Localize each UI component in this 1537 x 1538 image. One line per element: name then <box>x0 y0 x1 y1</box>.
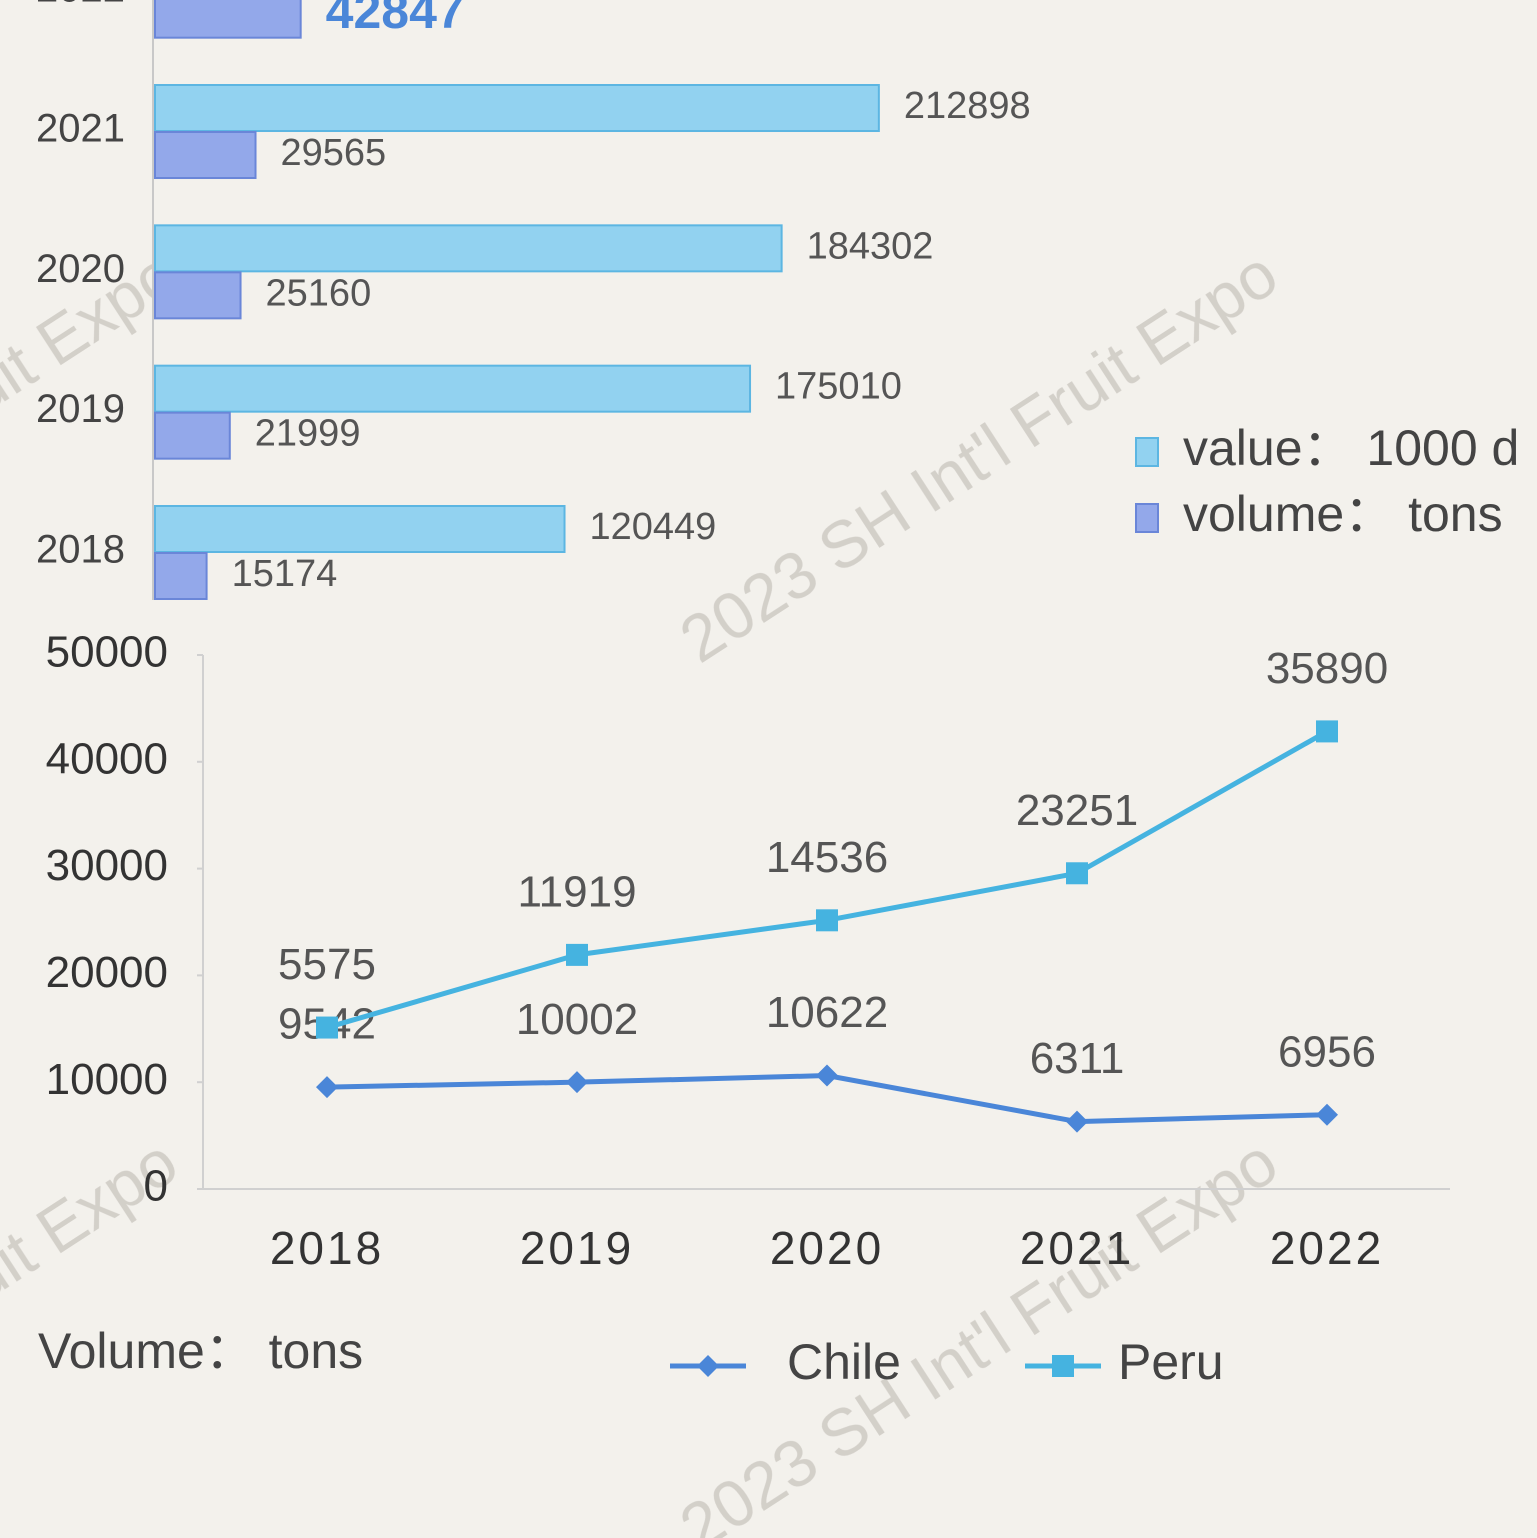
marker <box>316 1076 338 1099</box>
data-label: 42847 <box>326 0 465 39</box>
data-label: 21999 <box>255 413 361 455</box>
x-tick-label: 2019 <box>520 1222 634 1274</box>
x-tick-label: 2018 <box>270 1222 384 1274</box>
volume-unit-label: Volume： tons <box>38 1323 363 1379</box>
bar <box>154 84 880 133</box>
legend-label: Chile <box>787 1334 901 1390</box>
data-label: 14536 <box>766 833 888 882</box>
data-label: 212898 <box>904 85 1031 127</box>
marker <box>816 1064 838 1087</box>
data-label: 175010 <box>775 366 902 408</box>
legend-swatch <box>1135 503 1159 533</box>
y-tick-label: 10000 <box>46 1055 168 1104</box>
y-tick-label: 0 <box>144 1162 168 1211</box>
marker <box>697 1355 719 1377</box>
y-tick-label: 2022 <box>36 0 125 10</box>
bar <box>154 271 242 320</box>
x-tick-label: 2022 <box>1270 1222 1384 1274</box>
data-label: 15174 <box>232 553 338 595</box>
y-tick-label: 2020 <box>36 247 125 291</box>
marker <box>566 1071 588 1094</box>
y-tick-label: 30000 <box>46 841 168 890</box>
y-tick-label: 20000 <box>46 948 168 997</box>
bar <box>154 364 752 413</box>
data-label: 11919 <box>517 868 636 917</box>
data-label: 10622 <box>766 988 888 1037</box>
data-label: 6311 <box>1030 1034 1125 1083</box>
data-label: 25160 <box>266 272 372 314</box>
data-label: 6956 <box>1278 1027 1376 1076</box>
data-label: 29565 <box>281 132 387 174</box>
marker <box>566 943 588 966</box>
x-tick-label: 2021 <box>1020 1222 1134 1274</box>
legend-label: value： 1000 d <box>1183 420 1519 476</box>
bar <box>154 411 231 460</box>
y-tick-label: 2019 <box>36 387 125 431</box>
marker <box>816 909 838 932</box>
marker <box>1316 720 1338 743</box>
y-tick-label: 2018 <box>36 528 125 572</box>
marker <box>1066 1110 1088 1133</box>
bar <box>154 505 566 553</box>
data-label: 35890 <box>1266 644 1388 693</box>
marker <box>316 1016 338 1039</box>
data-label: 10002 <box>516 995 638 1044</box>
bar <box>154 224 783 273</box>
marker <box>1316 1103 1338 1126</box>
bar <box>154 552 208 600</box>
legend-label: Peru <box>1118 1334 1224 1390</box>
y-tick-label: 40000 <box>46 734 168 783</box>
legend-label: volume： tons <box>1183 486 1503 542</box>
marker <box>1052 1355 1074 1377</box>
y-tick-label: 50000 <box>46 628 168 677</box>
data-label: 120449 <box>590 506 717 548</box>
data-label: 5575 <box>278 940 376 989</box>
bar <box>154 131 257 180</box>
legend-swatch <box>1135 437 1159 467</box>
marker <box>1066 862 1088 885</box>
x-tick-label: 2020 <box>770 1222 884 1274</box>
bar <box>154 0 302 39</box>
data-label: 184302 <box>807 225 934 267</box>
y-tick-label: 2021 <box>36 107 125 151</box>
data-label: 23251 <box>1016 786 1138 835</box>
